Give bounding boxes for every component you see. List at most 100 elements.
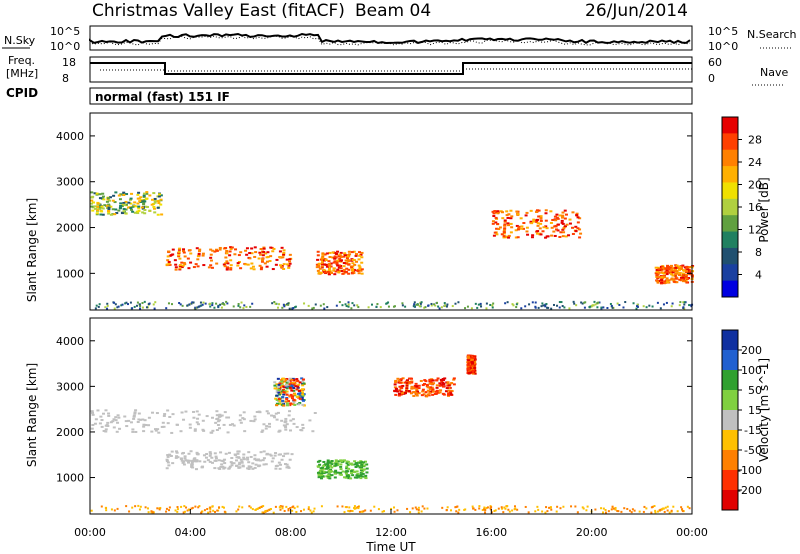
data-cell (524, 505, 527, 508)
data-cell (224, 256, 228, 259)
data-cell (276, 306, 279, 309)
data-cell (131, 506, 134, 509)
data-cell (662, 507, 665, 510)
data-cell (447, 384, 451, 387)
data-cell (320, 265, 324, 268)
data-cell (117, 305, 120, 308)
data-cell (237, 456, 241, 459)
data-cell (288, 260, 292, 263)
data-cell (509, 231, 513, 234)
data-cell (339, 267, 343, 270)
data-cell (197, 252, 201, 255)
data-cell (491, 220, 495, 223)
data-cell (95, 210, 99, 213)
data-cell (607, 510, 610, 513)
data-cell (143, 212, 147, 215)
x-tick-label: 20:00 (576, 526, 608, 539)
data-cell (229, 268, 233, 271)
data-cell (509, 222, 513, 225)
data-cell (494, 216, 498, 219)
data-cell (328, 256, 332, 259)
data-cell (194, 306, 197, 309)
data-cell (320, 477, 324, 480)
data-cell (445, 508, 448, 511)
data-cell (247, 451, 251, 454)
data-cell (317, 473, 321, 476)
data-cell (248, 505, 251, 508)
data-cell (301, 403, 305, 406)
data-cell (128, 510, 131, 513)
data-cell (351, 258, 355, 261)
data-cell (604, 509, 607, 512)
data-cell (239, 306, 242, 309)
data-cell (412, 391, 416, 394)
data-cell (156, 213, 160, 216)
data-cell (298, 381, 302, 384)
data-cell (285, 387, 289, 390)
data-cell (501, 507, 504, 510)
data-cell (101, 195, 105, 198)
data-cell (229, 264, 233, 267)
data-cell (302, 393, 306, 396)
data-cell (106, 307, 109, 310)
data-cell (183, 457, 187, 460)
data-cell (105, 204, 109, 207)
data-cell (684, 275, 688, 278)
data-cell (354, 507, 357, 510)
data-cell (300, 393, 304, 396)
data-cell (288, 404, 292, 407)
data-cell (159, 506, 162, 509)
data-cell (107, 209, 111, 212)
data-cell (567, 234, 571, 237)
data-cell (94, 418, 98, 421)
data-cell (662, 268, 666, 271)
data-cell (334, 256, 338, 259)
data-cell (541, 230, 545, 233)
data-cell (288, 253, 292, 256)
data-cell (491, 210, 495, 213)
data-cell (362, 461, 366, 464)
data-cell (515, 306, 518, 309)
data-cell (275, 418, 279, 421)
data-cell (114, 416, 118, 419)
data-cell (162, 414, 166, 417)
data-cell (124, 420, 128, 423)
data-cell (556, 304, 559, 307)
data-cell (421, 505, 424, 508)
data-cell (239, 251, 243, 254)
data-cell (278, 386, 282, 389)
data-cell (325, 265, 329, 268)
data-cell (450, 390, 454, 393)
data-cell (417, 392, 421, 395)
data-cell (684, 277, 688, 280)
data-cell (661, 266, 665, 269)
data-cell (177, 255, 181, 258)
data-cell (454, 506, 457, 509)
data-cell (125, 193, 129, 196)
data-cell (353, 460, 357, 463)
data-cell (297, 383, 301, 386)
data-cell (476, 306, 479, 309)
data-cell (281, 507, 284, 510)
data-cell (341, 470, 345, 473)
data-cell (259, 451, 263, 454)
data-cell (489, 505, 492, 508)
data-cell (440, 380, 444, 383)
data-cell (101, 213, 105, 216)
y-tick-label: 1000 (56, 472, 84, 485)
data-cell (209, 508, 212, 511)
velocity-x-ticks: 00:00 04:00 08:00 12:00 16:00 20:00 00:00 (74, 509, 708, 539)
data-cell (146, 507, 149, 510)
data-cell (246, 467, 250, 470)
data-cell (253, 466, 257, 469)
colorbar-tick-label: 24 (748, 156, 762, 169)
data-cell (278, 393, 282, 396)
data-cell (357, 264, 361, 267)
data-cell (420, 510, 423, 513)
data-cell (264, 427, 268, 430)
cpid-panel-frame (89, 87, 693, 105)
data-cell (332, 261, 336, 264)
data-cell (284, 400, 288, 403)
data-cell (238, 461, 242, 464)
data-cell (578, 236, 582, 239)
